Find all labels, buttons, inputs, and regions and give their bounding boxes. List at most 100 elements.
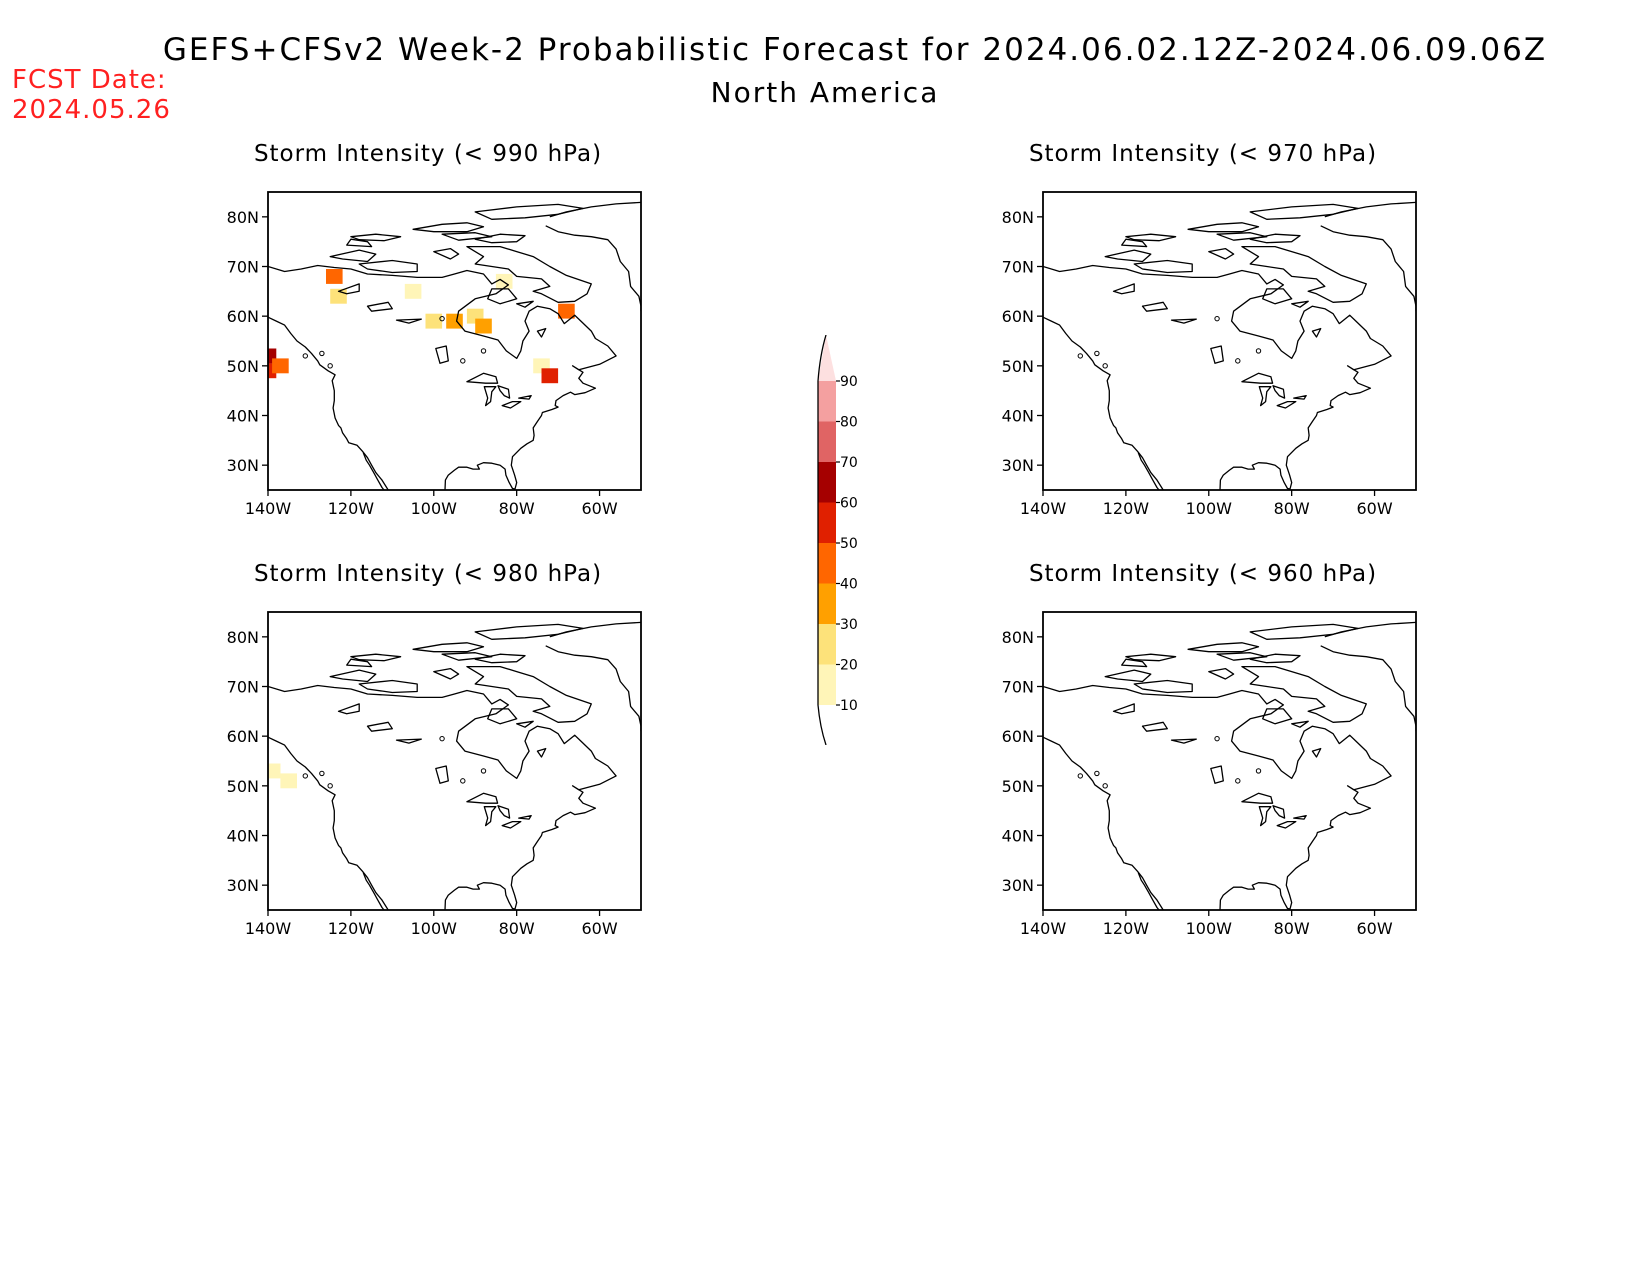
lake-outline xyxy=(483,806,497,827)
island-outline xyxy=(433,667,460,680)
coastline-greenland-north xyxy=(1324,201,1416,218)
small-island xyxy=(1214,735,1220,742)
island-outline xyxy=(1187,642,1260,653)
island-outline xyxy=(412,642,485,653)
island-outline xyxy=(1216,652,1268,661)
lon-tick-label: 120W xyxy=(328,499,375,518)
fcst-date-value: 2024.05.26 xyxy=(12,95,171,125)
coastline-greenland-north xyxy=(1324,621,1416,638)
lat-tick-label: 60N xyxy=(227,727,259,746)
lake-outline xyxy=(1141,721,1168,732)
lon-tick-label: 80W xyxy=(499,499,535,518)
probability-cell xyxy=(268,348,277,364)
lat-tick-label: 70N xyxy=(1002,678,1034,697)
map-content xyxy=(268,201,641,490)
main-title: GEFS+CFSv2 Week-2 Probabilistic Forecast… xyxy=(162,32,1548,68)
island-outline xyxy=(1291,300,1309,308)
small-island xyxy=(460,358,466,364)
lake-outline xyxy=(1293,394,1307,400)
island-outline xyxy=(1121,238,1148,248)
coastline-greenland xyxy=(1320,225,1416,312)
island-outline xyxy=(516,720,534,728)
lon-tick-label: 100W xyxy=(411,919,458,938)
island-outline xyxy=(1291,720,1309,728)
lon-tick-label: 120W xyxy=(328,919,375,938)
island-outline xyxy=(1104,249,1152,263)
colorbar-segment xyxy=(818,664,836,705)
lat-tick-label: 60N xyxy=(1002,727,1034,746)
small-island xyxy=(480,768,487,774)
colorbar-outline xyxy=(817,335,827,705)
island-outline xyxy=(358,679,418,694)
panel-title-990: Storm Intensity (< 990 hPa) xyxy=(253,141,603,167)
coastline-east xyxy=(1043,684,1392,910)
small-island xyxy=(1102,783,1108,789)
island-outline xyxy=(1121,658,1148,668)
region-subtitle: North America xyxy=(710,76,940,109)
lake-outline xyxy=(1210,765,1224,784)
lon-tick-label: 100W xyxy=(1186,499,1233,518)
island-outline xyxy=(1133,679,1193,694)
coastline-baja xyxy=(1137,452,1160,490)
colorbar-label: 20 xyxy=(840,658,858,674)
island-outline xyxy=(487,708,518,725)
lon-tick-label: 80W xyxy=(1274,499,1310,518)
lake-outline xyxy=(435,765,449,784)
lake-outline xyxy=(1258,806,1272,827)
island-outline xyxy=(1104,669,1152,683)
lat-tick-label: 80N xyxy=(227,628,259,647)
lake-outline xyxy=(1112,703,1135,715)
small-island xyxy=(302,353,309,359)
lake-outline xyxy=(337,283,360,295)
coastline-east xyxy=(268,264,617,490)
probability-cell xyxy=(326,269,343,284)
lon-tick-label: 100W xyxy=(411,499,458,518)
lat-tick-label: 40N xyxy=(227,827,259,846)
small-island xyxy=(1214,315,1220,322)
lat-tick-label: 60N xyxy=(227,307,259,326)
coastline-east xyxy=(268,684,617,910)
lat-tick-label: 50N xyxy=(227,357,259,376)
coastline-west xyxy=(1043,736,1164,910)
island-outline xyxy=(466,665,592,723)
lat-tick-label: 50N xyxy=(1002,357,1034,376)
lat-tick-label: 50N xyxy=(227,777,259,796)
colorbar-label: 80 xyxy=(840,415,858,431)
lat-tick-label: 50N xyxy=(1002,777,1034,796)
lake-outline xyxy=(1112,283,1135,295)
island-outline xyxy=(441,652,493,661)
coastline-baja xyxy=(362,452,385,490)
lake-outline xyxy=(1272,805,1286,819)
island-outline xyxy=(329,669,377,683)
probability-cell xyxy=(404,283,422,299)
lake-outline xyxy=(366,301,393,312)
island-outline xyxy=(1249,653,1301,664)
island-outline xyxy=(1208,247,1235,260)
colorbar-label: 30 xyxy=(840,617,858,633)
lat-tick-label: 30N xyxy=(227,456,259,475)
lon-tick-label: 60W xyxy=(581,919,617,938)
lake-outline xyxy=(501,820,522,829)
lon-tick-label: 60W xyxy=(1356,919,1392,938)
lat-tick-label: 70N xyxy=(1002,258,1034,277)
island-outline xyxy=(474,623,584,640)
small-island xyxy=(1255,348,1262,354)
panel-title-960: Storm Intensity (< 960 hPa) xyxy=(1028,561,1378,587)
colorbar-top-triangle xyxy=(818,335,836,381)
lake-outline xyxy=(395,738,422,744)
island-outline xyxy=(350,233,402,242)
lon-tick-label: 120W xyxy=(1103,499,1150,518)
island-outline xyxy=(1249,623,1359,640)
colorbar-segment xyxy=(818,462,836,503)
colorbar-label: 60 xyxy=(840,496,858,512)
coastline-west xyxy=(1043,316,1164,490)
lake-outline xyxy=(1276,820,1297,829)
lake-outline xyxy=(1241,372,1274,384)
small-island xyxy=(460,778,466,784)
island-outline xyxy=(1241,665,1367,723)
island-outline xyxy=(1249,203,1359,220)
island-outline xyxy=(346,658,373,668)
island-outline xyxy=(466,245,592,303)
lake-outline xyxy=(366,721,393,732)
lake-outline xyxy=(518,814,532,820)
